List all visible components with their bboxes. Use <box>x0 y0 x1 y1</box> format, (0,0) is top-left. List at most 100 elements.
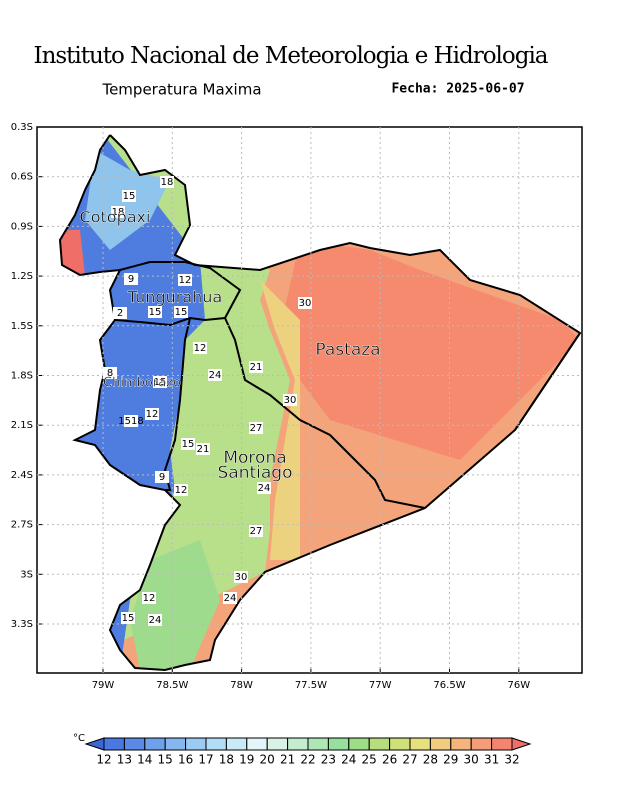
colorbar-label: 15 <box>158 753 173 767</box>
y-tick-label: 0.3S <box>11 122 33 133</box>
contour-label: 12 <box>143 593 156 604</box>
colorbar-label: 16 <box>178 753 193 767</box>
region-label: Cotopaxi <box>80 208 151 227</box>
region-label: Pastaza <box>315 340 380 360</box>
contour-label: 30 <box>299 298 312 309</box>
contour-label: 21 <box>197 444 210 455</box>
colorbar-label: 22 <box>300 753 315 767</box>
colorbar-box <box>266 737 289 751</box>
contour-label: 12 <box>175 485 188 496</box>
y-tick-label: 3S <box>20 569 33 580</box>
contour-label-bg <box>234 571 248 583</box>
x-tick-label: 76.5W <box>433 680 465 691</box>
contour-label-bg <box>153 376 167 388</box>
region-label: Santiago <box>218 463 293 483</box>
colorbar-label: 25 <box>362 753 377 767</box>
contour-label: 27 <box>250 526 263 537</box>
contour-label-bg <box>196 443 210 455</box>
contour-label-bg <box>249 525 263 537</box>
colorbar-box <box>205 737 227 751</box>
contour-label: 9 <box>128 274 134 285</box>
colorbar-label: 32 <box>504 753 519 767</box>
colorbar-box <box>450 737 472 751</box>
colorbar-box <box>225 737 248 751</box>
contour-label-bg <box>124 273 138 285</box>
colorbar-label: 28 <box>423 753 438 767</box>
x-tick-label: 76W <box>507 680 530 691</box>
contour-label: 15 <box>149 307 162 318</box>
colorbar-end <box>511 737 532 751</box>
colorbar-label: 26 <box>382 753 397 767</box>
contour-label: 15 <box>123 191 136 202</box>
contour-label: 18 <box>161 177 174 188</box>
contour-label: 12 <box>179 275 192 286</box>
colorbar-box <box>389 737 411 751</box>
contour-label-bg <box>249 422 263 434</box>
region-label: Chimborazo <box>103 376 181 391</box>
contour-label-bg <box>148 614 162 626</box>
colorbar-label: 13 <box>117 753 132 767</box>
contour-label-bg <box>145 408 159 420</box>
colorbar-box <box>144 737 166 751</box>
contour-label: 15 <box>182 439 195 450</box>
map-frame <box>36 126 583 674</box>
contour-label: 21 <box>250 362 263 373</box>
colorbar-box <box>409 737 431 751</box>
contour-label-bg <box>257 482 271 494</box>
contour-label: 27 <box>250 423 263 434</box>
contour-label-bg <box>298 297 312 309</box>
colorbar-box <box>246 737 268 751</box>
y-tick-label: 2.4S <box>11 470 33 481</box>
contour-label-bg <box>122 190 136 202</box>
contour-label: 2 <box>117 308 123 319</box>
province-borders <box>58 134 582 672</box>
contour-label: 30 <box>235 572 248 583</box>
colorbar-box <box>491 737 513 751</box>
contour-label-bg <box>193 342 207 354</box>
colorbar-unit: °C <box>73 733 85 744</box>
colorbar-box <box>307 737 329 751</box>
contour-label: 9 <box>159 472 165 483</box>
contour-label-bg <box>113 307 127 319</box>
contour-label-bg <box>121 612 135 624</box>
contour-label-bg <box>208 369 222 381</box>
colorbar-box <box>287 737 309 751</box>
colorbar-label: 24 <box>341 753 356 767</box>
colorbar-label: 30 <box>464 753 479 767</box>
colorbar-box <box>123 737 146 751</box>
y-tick-label: 0.9S <box>11 221 33 232</box>
contour-label: 24 <box>258 483 271 494</box>
contour-label: 24 <box>209 370 222 381</box>
colorbar-label: 14 <box>137 753 152 767</box>
contour-label-bg <box>124 415 138 427</box>
contour-label: 12 <box>194 343 207 354</box>
contour-label-bg <box>174 484 188 496</box>
colorbar-label: 23 <box>321 753 336 767</box>
subtitle: Temperatura Maxima <box>101 81 261 99</box>
title: Instituto Nacional de Meteorologia e Hid… <box>34 43 549 69</box>
x-tick-label: 77.5W <box>295 680 327 691</box>
contour-label: 15 <box>122 613 135 624</box>
contour-label-bg <box>178 274 192 286</box>
contour-label-bg <box>223 592 237 604</box>
colorbar-label: 29 <box>443 753 458 767</box>
colorbar-label: 12 <box>96 753 111 767</box>
colorbar-label: 19 <box>239 753 254 767</box>
contour-label: 18 <box>112 207 125 218</box>
colorbar-box <box>368 737 391 751</box>
date: Fecha: 2025-06-07 <box>391 82 524 97</box>
contour-label: 15 <box>175 307 188 318</box>
contour-label: 15 <box>154 377 167 388</box>
contour-label: 1518 <box>118 416 143 427</box>
colorbar-label: 31 <box>484 753 499 767</box>
contour-label-bg <box>181 438 195 450</box>
colorbar-box <box>429 737 452 751</box>
colorbar-box <box>164 737 187 751</box>
colorbar-label: 21 <box>280 753 295 767</box>
region-label: Tungurahua <box>127 288 222 307</box>
contour-label-bg <box>148 306 162 318</box>
x-tick-label: 77W <box>369 680 392 691</box>
colorbar-box <box>185 737 207 751</box>
colorbar-end <box>84 737 105 751</box>
colorbar-box <box>327 737 350 751</box>
